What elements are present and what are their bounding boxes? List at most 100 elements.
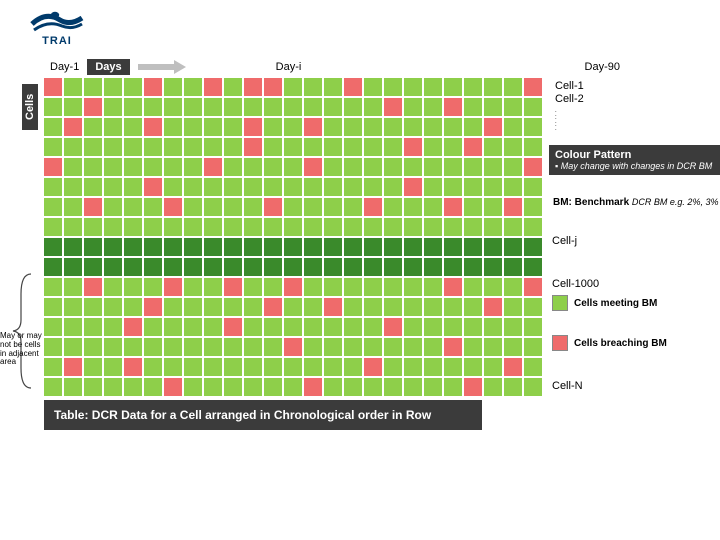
grid-cell (324, 338, 342, 356)
grid-cell (384, 178, 402, 196)
grid-cell (184, 338, 202, 356)
grid-cell (244, 378, 262, 396)
grid-cell (244, 138, 262, 156)
grid-cell (324, 158, 342, 176)
grid-cell (444, 238, 462, 256)
grid-cell (364, 358, 382, 376)
grid-cell (44, 318, 62, 336)
grid-cell (344, 78, 362, 96)
grid-cell (524, 178, 542, 196)
grid-cell (104, 138, 122, 156)
grid-cell (264, 198, 282, 216)
grid-cell (144, 98, 162, 116)
label-day-1: Day-1 (50, 61, 79, 73)
grid-cell (344, 358, 362, 376)
grid-cell (464, 138, 482, 156)
grid-cell (404, 218, 422, 236)
grid-cell (524, 338, 542, 356)
grid-cell (244, 318, 262, 336)
label-day-90: Day-90 (585, 61, 620, 73)
grid-cell (504, 118, 522, 136)
grid-cell (204, 218, 222, 236)
grid-cell (404, 178, 422, 196)
grid-cell (284, 138, 302, 156)
grid-cell (204, 178, 222, 196)
grid-cell (204, 358, 222, 376)
grid-cell (184, 118, 202, 136)
grid-cell (364, 338, 382, 356)
grid-cell (144, 278, 162, 296)
grid-cell (264, 358, 282, 376)
grid-cell (404, 338, 422, 356)
grid-cell (324, 378, 342, 396)
table-caption: Table: DCR Data for a Cell arranged in C… (44, 400, 482, 430)
grid-cell (444, 98, 462, 116)
grid-cell (84, 278, 102, 296)
grid-cell (104, 258, 122, 276)
grid-cell (444, 118, 462, 136)
grid-cell (104, 118, 122, 136)
grid-cell (104, 378, 122, 396)
grid-cell (184, 178, 202, 196)
header-row: Day-1 Days Day-i Day-90 (50, 58, 710, 76)
grid-cell (364, 158, 382, 176)
grid-cell (84, 118, 102, 136)
grid-cell (424, 158, 442, 176)
grid-cell (424, 138, 442, 156)
grid-cell (104, 278, 122, 296)
grid-cell (364, 298, 382, 316)
grid-cell (484, 238, 502, 256)
grid-cell (104, 178, 122, 196)
grid-cell (484, 98, 502, 116)
grid-cell (484, 278, 502, 296)
bm-label: BM: Benchmark (553, 197, 629, 208)
grid-cell (364, 278, 382, 296)
grid-cell (184, 318, 202, 336)
grid-cell (424, 178, 442, 196)
grid-cell (484, 158, 502, 176)
grid-cell (84, 218, 102, 236)
grid-cell (464, 258, 482, 276)
grid-cell (524, 218, 542, 236)
grid-cell (404, 378, 422, 396)
grid-cell (304, 298, 322, 316)
grid-cell (144, 258, 162, 276)
grid-cell (424, 118, 442, 136)
grid-cell (44, 158, 62, 176)
days-box: Days (87, 59, 129, 75)
grid-cell (264, 238, 282, 256)
grid-cell (84, 178, 102, 196)
grid-cell (524, 238, 542, 256)
grid-cell (44, 78, 62, 96)
grid-cell (144, 158, 162, 176)
grid-cell (64, 158, 82, 176)
grid-cell (284, 258, 302, 276)
grid-cell (144, 238, 162, 256)
grid-cell (164, 198, 182, 216)
grid-cell (64, 318, 82, 336)
grid-cell (284, 118, 302, 136)
grid-cell (384, 238, 402, 256)
grid-cell (524, 118, 542, 136)
grid-cell (504, 98, 522, 116)
grid-cell (164, 358, 182, 376)
grid-cell (404, 318, 422, 336)
grid-cell (284, 78, 302, 96)
grid-cell (84, 298, 102, 316)
grid-cell (364, 78, 382, 96)
grid-cell (64, 118, 82, 136)
grid-cell (464, 318, 482, 336)
grid-cell (84, 318, 102, 336)
grid-cell (204, 78, 222, 96)
grid-cell (324, 258, 342, 276)
grid-cell (264, 78, 282, 96)
grid-cell (44, 118, 62, 136)
grid-cell (144, 118, 162, 136)
grid-cell (44, 238, 62, 256)
grid-cell (344, 378, 362, 396)
grid-cell (224, 98, 242, 116)
grid-cell (384, 78, 402, 96)
grid-cell (464, 198, 482, 216)
grid-cell (244, 158, 262, 176)
grid-cell (524, 138, 542, 156)
